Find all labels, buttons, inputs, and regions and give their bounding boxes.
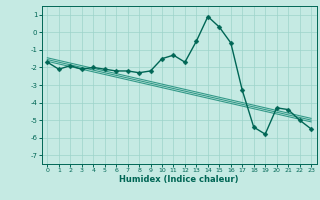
X-axis label: Humidex (Indice chaleur): Humidex (Indice chaleur): [119, 175, 239, 184]
